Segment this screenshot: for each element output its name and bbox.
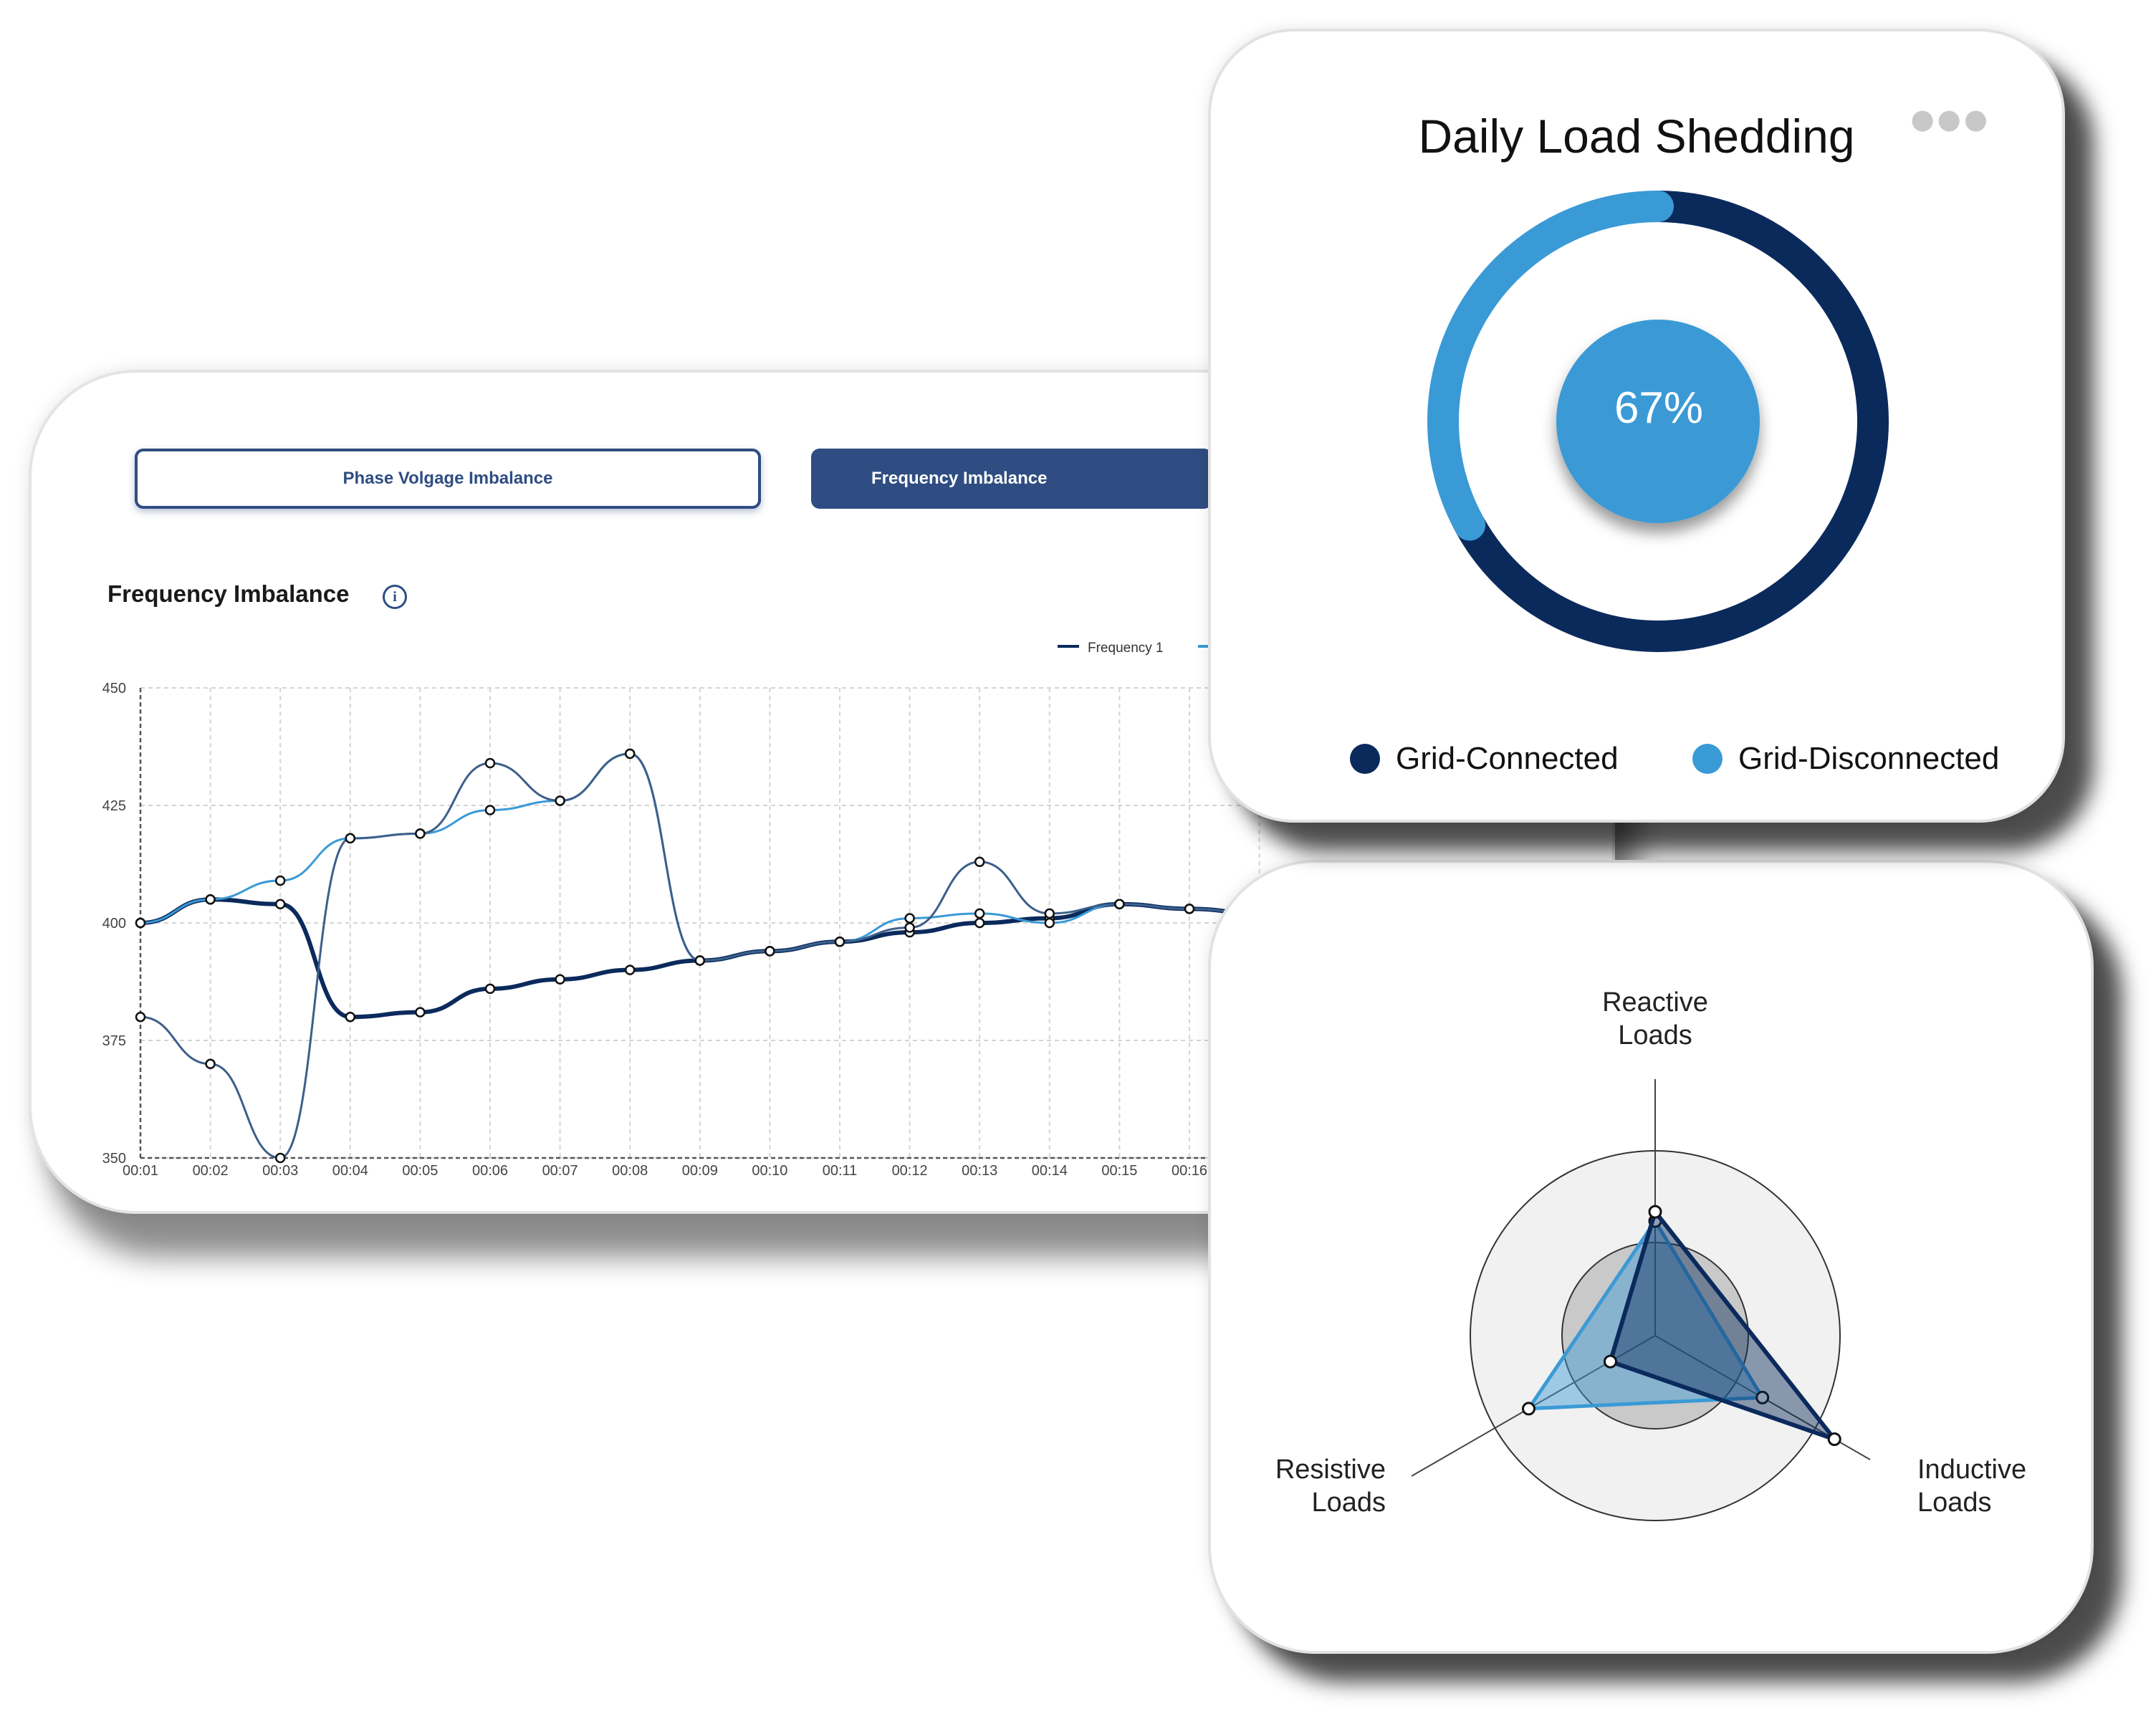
data-point [415, 828, 426, 839]
radar-label-line: Reactive [1602, 987, 1708, 1018]
donut-title: Daily Load Shedding [1418, 110, 1855, 163]
radar-label-resistive: Resistive Loads [1271, 1453, 1386, 1519]
legend-label: Grid-Disconnected [1738, 741, 2000, 776]
data-point [974, 917, 985, 929]
x-tick-label: 00:11 [823, 1163, 858, 1179]
donut-slice-2 [1427, 191, 1674, 541]
x-tick-label: 00:09 [682, 1163, 718, 1179]
radar-label-inductive: Inductive Loads [1917, 1453, 2061, 1519]
legend-label-frequency-1: Frequency 1 [1088, 641, 1164, 656]
more-horizontal-icon[interactable]: ●●● [1910, 103, 1990, 135]
data-point [904, 913, 915, 924]
data-point [904, 922, 915, 933]
data-point [484, 983, 496, 995]
data-point [834, 936, 845, 947]
load-types-radar-card: Reactive Loads Resistive Loads Inductive… [1208, 860, 2094, 1654]
donut-slice-1 [1454, 191, 1889, 652]
data-point [1184, 904, 1195, 914]
y-tick-label: 400 [102, 916, 126, 932]
x-tick-label: 00:04 [332, 1163, 368, 1179]
y-tick-label: 375 [102, 1033, 126, 1049]
x-tick-label: 00:06 [472, 1163, 508, 1179]
data-point [345, 1011, 356, 1023]
frequency-imbalance-tab[interactable]: Frequency Imbalance [811, 449, 1212, 509]
data-point [974, 856, 985, 867]
series-line-3 [140, 752, 1260, 1159]
radar-point [1755, 1390, 1770, 1404]
data-point [135, 917, 146, 929]
donut-center-percent: 67% [1614, 383, 1704, 433]
data-point [135, 1011, 146, 1023]
y-tick-label: 450 [102, 681, 126, 696]
data-point [274, 899, 286, 910]
radar-series-blue [1526, 1219, 1765, 1411]
data-point [555, 974, 565, 985]
data-point [205, 1058, 216, 1070]
y-tick-label: 425 [102, 798, 126, 814]
x-tick-label: 00:12 [892, 1163, 928, 1179]
data-point [484, 757, 496, 769]
series-line-1 [140, 897, 1260, 1020]
radar-label-line: Loads [1917, 1488, 1992, 1518]
radar-label-reactive: Reactive Loads [1598, 986, 1712, 1052]
radar-point [1603, 1354, 1617, 1369]
info-icon[interactable]: i [383, 585, 407, 609]
chart-title: Frequency Imbalance [107, 580, 350, 607]
data-point [624, 964, 636, 975]
x-tick-label: 00:08 [612, 1163, 648, 1179]
data-point [1114, 899, 1125, 910]
x-tick-label: 00:07 [542, 1163, 578, 1179]
x-tick-label: 00:02 [193, 1163, 229, 1179]
data-point [555, 795, 565, 806]
data-point [415, 1007, 426, 1018]
radar-series-navy [1608, 1210, 1837, 1442]
data-point [274, 875, 286, 886]
data-point [484, 805, 496, 815]
radar-point [1648, 1205, 1662, 1219]
legend-label: Grid-Connected [1396, 741, 1619, 776]
data-point [1044, 908, 1055, 919]
x-tick-label: 00:16 [1172, 1163, 1207, 1179]
data-point [974, 908, 985, 919]
phase-voltage-tab[interactable]: Phase Volgage Imbalance [135, 449, 761, 509]
x-tick-label: 00:13 [962, 1163, 997, 1179]
x-tick-label: 00:05 [402, 1163, 438, 1179]
data-point [1044, 917, 1055, 929]
data-point [345, 833, 356, 844]
y-tick-label: 350 [102, 1151, 126, 1167]
legend-dot-blue-icon [1692, 744, 1723, 774]
data-point [624, 748, 636, 760]
radar-point [1827, 1432, 1841, 1446]
donut-center-circle [1556, 320, 1760, 523]
x-tick-label: 00:14 [1032, 1163, 1068, 1179]
legend-grid-connected: Grid-Connected [1350, 741, 1619, 777]
x-tick-label: 00:03 [262, 1163, 298, 1179]
radar-label-line: Loads [1311, 1488, 1386, 1518]
data-point [694, 955, 706, 966]
legend-grid-disconnected: Grid-Disconnected [1692, 741, 1999, 777]
radar-point [1521, 1402, 1535, 1416]
load-shedding-donut [1427, 191, 1889, 652]
radar-label-line: Inductive [1917, 1455, 2027, 1485]
load-shedding-card: Daily Load Shedding ●●● 67% Grid-Connect… [1208, 29, 2065, 823]
radar-label-line: Resistive [1275, 1455, 1386, 1485]
load-types-radar [1411, 1079, 1871, 1521]
x-tick-label: 00:01 [123, 1163, 158, 1179]
radar-label-line: Loads [1618, 1020, 1692, 1050]
x-tick-label: 00:15 [1101, 1163, 1137, 1179]
data-point [205, 894, 216, 905]
data-point [274, 1152, 286, 1164]
legend-dot-navy-icon [1350, 744, 1380, 774]
data-point [765, 946, 775, 957]
x-tick-label: 00:10 [752, 1163, 787, 1179]
